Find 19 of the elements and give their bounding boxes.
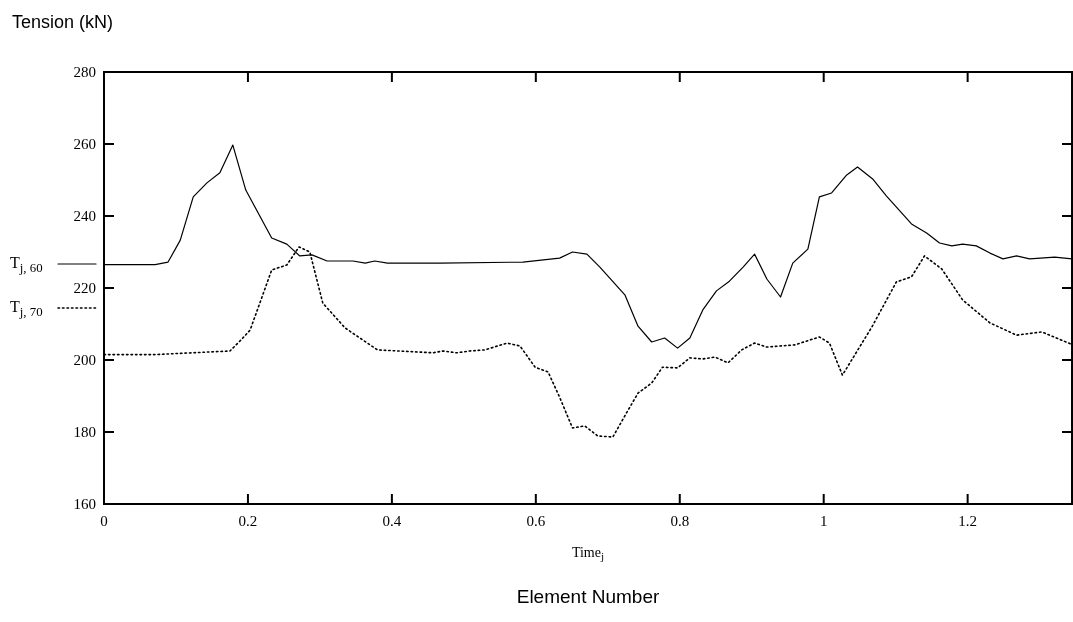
y-tick-label: 200 (73, 352, 96, 368)
y-tick-label: 180 (73, 424, 96, 440)
x-tick-label: 0.6 (526, 513, 546, 529)
y-tick-label: 240 (73, 208, 96, 224)
y-tick-label: 260 (73, 136, 96, 152)
text: Element Number (516, 586, 660, 607)
y-tick-label: 160 (73, 496, 96, 512)
legend-label: T$_{j, 60}$ (10, 254, 43, 275)
x-tick-label: 0 (100, 513, 108, 529)
x-tick-label: 0.8 (670, 513, 690, 529)
x-tick-label: 0.2 (238, 513, 258, 529)
x-tick-label: 1.2 (958, 513, 978, 529)
x-axis-title: Time$_{j}$ (571, 545, 605, 563)
y-tick-label: 220 (73, 280, 96, 296)
x-tick-label: 0.4 (382, 513, 402, 529)
x-tick-label: 1 (819, 513, 828, 529)
y-tick-label: 280 (73, 64, 96, 80)
legend-label: T$_{j, 70}$ (10, 298, 43, 319)
y-axis-title: Tension (kN) (12, 12, 114, 32)
